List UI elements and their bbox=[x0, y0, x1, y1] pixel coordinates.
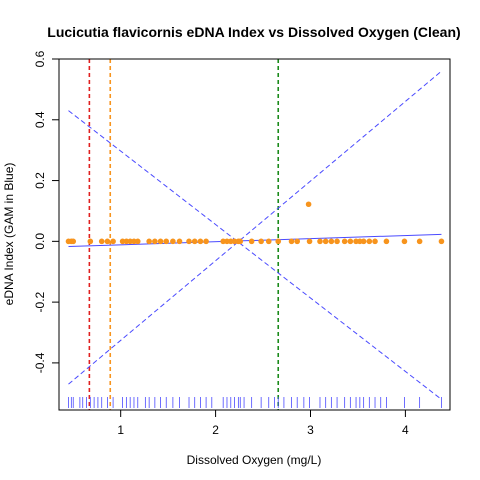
data-point bbox=[98, 238, 105, 245]
data-point bbox=[366, 238, 373, 245]
y-tick-label: -0.2 bbox=[33, 291, 47, 312]
confidence-band-lower bbox=[68, 110, 442, 400]
y-axis-label: eDNA Index (GAM in Blue) bbox=[2, 163, 16, 306]
x-tick-label: 2 bbox=[212, 423, 219, 437]
data-point bbox=[334, 238, 340, 245]
data-point bbox=[170, 238, 176, 245]
data-point bbox=[191, 238, 198, 245]
y-tick-label: -0.4 bbox=[33, 352, 47, 373]
x-axis: 1 2 3 4 bbox=[117, 409, 409, 437]
gam-fit-line bbox=[68, 233, 442, 248]
y-tick-label: 0.0 bbox=[33, 233, 47, 250]
data-point bbox=[275, 238, 282, 245]
data-point bbox=[186, 238, 192, 245]
y-axis: -0.4 -0.2 0.0 0.2 0.4 0.6 bbox=[33, 50, 60, 373]
data-point bbox=[317, 238, 323, 245]
y-tick-label: 0.4 bbox=[33, 111, 47, 128]
data-point bbox=[347, 238, 354, 245]
data-point bbox=[110, 238, 116, 245]
plot-frame bbox=[58, 58, 451, 411]
y-tick-label: 0.2 bbox=[33, 172, 47, 189]
data-point bbox=[237, 238, 244, 245]
data-point bbox=[87, 238, 94, 245]
data-point bbox=[438, 238, 445, 245]
data-point bbox=[294, 238, 301, 245]
data-point bbox=[248, 238, 255, 245]
data-point bbox=[416, 238, 423, 245]
data-point bbox=[70, 238, 77, 245]
data-point bbox=[146, 238, 152, 245]
data-point bbox=[104, 238, 111, 245]
data-point bbox=[258, 238, 264, 245]
data-point bbox=[157, 238, 164, 245]
data-point bbox=[372, 238, 378, 245]
data-point bbox=[163, 238, 170, 245]
y-tick-label: 0.6 bbox=[33, 50, 47, 67]
data-point bbox=[134, 238, 141, 245]
data-point bbox=[401, 238, 408, 245]
data-point bbox=[197, 238, 204, 245]
data-point bbox=[383, 238, 390, 245]
data-point bbox=[306, 238, 313, 245]
data-point bbox=[328, 238, 335, 245]
data-point bbox=[265, 238, 272, 245]
data-point bbox=[152, 238, 158, 245]
data-point bbox=[288, 238, 295, 245]
x-tick-label: 1 bbox=[117, 423, 124, 437]
data-point bbox=[322, 238, 329, 245]
data-point bbox=[360, 238, 367, 245]
x-tick-label: 3 bbox=[307, 423, 314, 437]
x-tick-label: 4 bbox=[402, 423, 409, 437]
data-point bbox=[176, 238, 183, 245]
data-point bbox=[203, 238, 209, 245]
x-axis-label: Dissolved Oxygen (mg/L) bbox=[187, 453, 322, 467]
confidence-band-upper bbox=[68, 70, 442, 385]
data-point bbox=[341, 238, 348, 245]
data-point bbox=[305, 201, 312, 208]
chart-title: Lucicutia flavicornis eDNA Index vs Diss… bbox=[47, 24, 460, 40]
